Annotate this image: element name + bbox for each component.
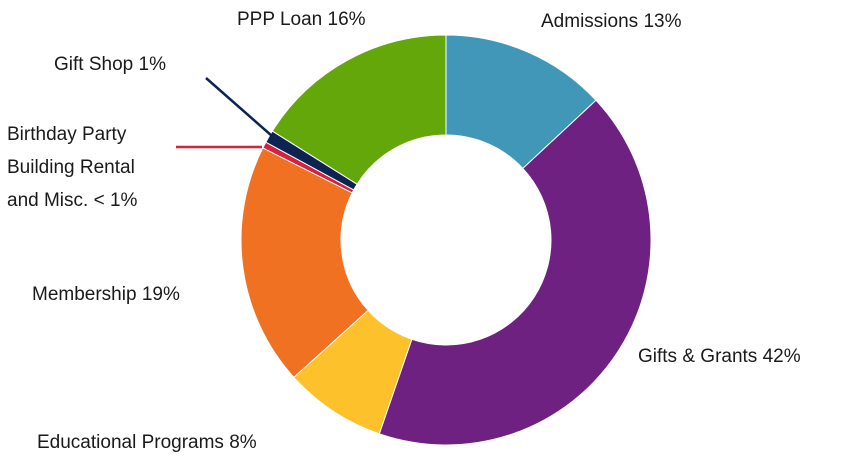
value-label: 1%	[139, 54, 167, 75]
value-label: 8%	[229, 432, 257, 453]
category-label: Gifts & Grants	[638, 346, 757, 367]
category-line: Birthday Party	[7, 124, 127, 145]
category-line: Building Rental	[7, 157, 135, 178]
category-label: Gift Shop	[54, 54, 133, 75]
slice-label: Birthday Party Building Rental and Misc. <…	[7, 124, 138, 211]
value-label: < 1%	[94, 190, 138, 211]
slice-label: Admissions 13%	[541, 11, 682, 32]
category-label: Birthday Party Building Rental and Misc.	[7, 124, 135, 211]
value-label: 42%	[763, 346, 801, 367]
donut-slice	[378, 99, 652, 446]
category-label: PPP Loan	[237, 9, 322, 30]
category-label: Membership	[32, 284, 137, 305]
donut-slice	[240, 147, 369, 379]
slice-label: PPP Loan 16%	[237, 9, 366, 30]
value-label: 16%	[328, 9, 366, 30]
category-line: and Misc.	[7, 190, 88, 211]
value-label: 19%	[142, 284, 180, 305]
slice-label: Membership 19%	[32, 284, 180, 305]
value-label: 13%	[643, 11, 681, 32]
slice-label: Gift Shop 1%	[54, 54, 166, 75]
leader-line	[205, 77, 273, 137]
category-label: Admissions	[541, 11, 638, 32]
slice-label: Educational Programs 8%	[37, 432, 257, 453]
donut-slice	[271, 34, 447, 185]
category-label: Educational Programs	[37, 432, 224, 453]
slice-label: Gifts & Grants 42%	[638, 346, 801, 367]
